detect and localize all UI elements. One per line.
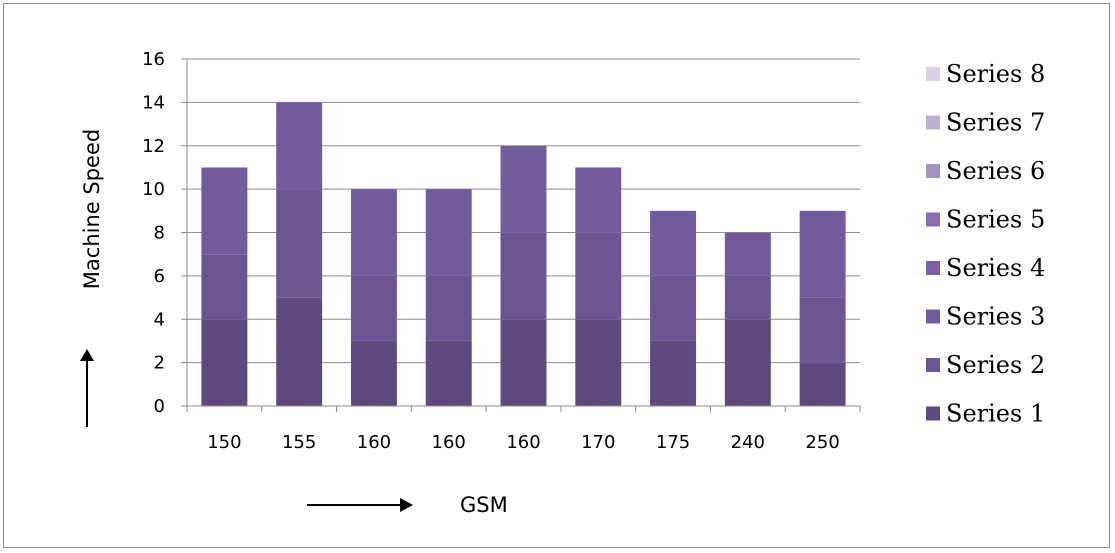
legend-item: Series 5 — [926, 206, 1045, 234]
bar-segment — [650, 341, 696, 406]
x-axis-title: GSM — [460, 493, 508, 517]
y-tick-label: 12 — [142, 136, 165, 157]
x-tick-label: 250 — [805, 432, 839, 453]
bar-segment — [351, 189, 397, 276]
y-axis-arrow — [80, 349, 94, 427]
y-axis-title: Machine Speed — [80, 129, 104, 289]
legend-label: Series 7 — [946, 109, 1045, 137]
bar-segment — [725, 276, 771, 319]
x-tick-label: 240 — [731, 432, 765, 453]
legend-label: Series 6 — [946, 157, 1045, 185]
x-axis-arrow — [307, 498, 413, 512]
x-tick-labels: 150 155 160 160 160 170 175 240 250 — [207, 432, 840, 453]
y-tick-label: 14 — [142, 92, 165, 113]
bar-segment — [501, 319, 547, 406]
y-tick-label: 10 — [142, 179, 165, 200]
bar-segment — [351, 276, 397, 341]
legend-swatch — [926, 164, 940, 178]
x-tick-label: 150 — [207, 432, 241, 453]
chart-frame: 0 2 4 6 8 10 12 14 16 150 155 160 160 160 170 175 240 25… — [3, 3, 1110, 548]
x-tick-label: 170 — [581, 432, 615, 453]
legend-label: Series 3 — [946, 303, 1045, 331]
y-tick-label: 6 — [154, 266, 165, 287]
bar-segment — [501, 146, 547, 233]
legend-swatch — [926, 261, 940, 275]
y-tick-label: 16 — [142, 49, 165, 70]
y-tick-label: 8 — [154, 223, 165, 244]
bar-segment — [800, 211, 846, 298]
bar-segment — [276, 298, 322, 406]
bar-segment — [426, 276, 472, 341]
legend-swatch — [926, 310, 940, 324]
bars — [201, 102, 845, 406]
legend: Series 8 Series 7 Series 6 Series 5 Series 4… — [926, 60, 1045, 428]
bar-segment — [501, 233, 547, 320]
legend-item: Series 6 — [926, 157, 1045, 185]
bar-segment — [575, 233, 621, 320]
bar-segment — [800, 298, 846, 363]
legend-item: Series 8 — [926, 60, 1045, 88]
legend-label: Series 5 — [946, 206, 1045, 234]
bar-segment — [575, 319, 621, 406]
legend-swatch — [926, 213, 940, 227]
legend-item: Series 7 — [926, 109, 1045, 137]
legend-label: Series 2 — [946, 351, 1045, 379]
bar-segment — [201, 319, 247, 406]
legend-item: Series 4 — [926, 254, 1045, 282]
legend-label: Series 1 — [946, 400, 1045, 428]
x-tick-label: 160 — [506, 432, 540, 453]
bar-segment — [426, 341, 472, 406]
bar-segment — [276, 102, 322, 189]
bar-segment — [800, 363, 846, 406]
x-tick-label: 160 — [432, 432, 466, 453]
stacked-bar-chart: 0 2 4 6 8 10 12 14 16 150 155 160 160 160 170 175 240 25… — [4, 4, 1111, 549]
legend-swatch — [926, 116, 940, 130]
y-tick-label: 4 — [154, 309, 165, 330]
bar-segment — [351, 341, 397, 406]
bar-segment — [725, 233, 771, 276]
y-tick-labels: 0 2 4 6 8 10 12 14 16 — [142, 49, 165, 417]
legend-label: Series 8 — [946, 60, 1045, 88]
legend-swatch — [926, 67, 940, 81]
legend-item: Series 2 — [926, 351, 1045, 379]
bar-segment — [201, 167, 247, 254]
bar-segment — [426, 189, 472, 276]
legend-item: Series 3 — [926, 303, 1045, 331]
y-tick-label: 2 — [154, 353, 165, 374]
y-tick-label: 0 — [154, 396, 165, 417]
legend-label: Series 4 — [946, 254, 1045, 282]
bar-segment — [201, 254, 247, 319]
legend-swatch — [926, 358, 940, 372]
x-tick-label: 160 — [357, 432, 391, 453]
bar-segment — [575, 167, 621, 232]
legend-swatch — [926, 407, 940, 421]
x-tick-label: 155 — [282, 432, 316, 453]
bar-segment — [725, 319, 771, 406]
bar-segment — [650, 211, 696, 276]
bar-segment — [650, 276, 696, 341]
bar-segment — [276, 189, 322, 297]
x-tick-label: 175 — [656, 432, 690, 453]
legend-item: Series 1 — [926, 400, 1045, 428]
